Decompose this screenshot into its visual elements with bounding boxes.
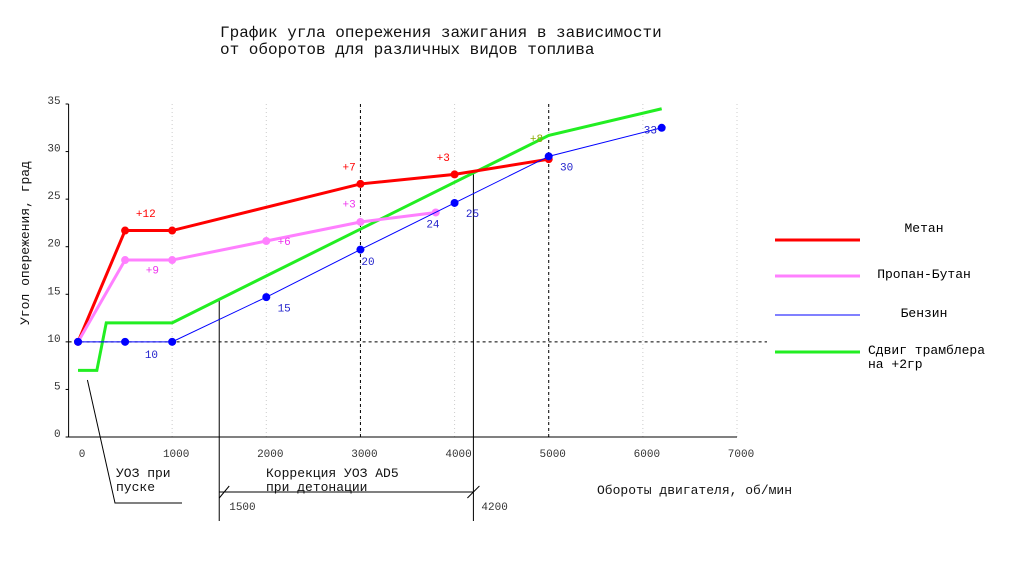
point xyxy=(544,152,553,161)
legend-label: Метан xyxy=(904,221,944,236)
annotation: +3 xyxy=(437,153,450,165)
point xyxy=(356,245,365,254)
point xyxy=(450,170,459,179)
leader-line xyxy=(86,379,182,504)
annotation: 24 xyxy=(426,220,440,232)
annotation: 10 xyxy=(145,350,158,362)
point xyxy=(168,256,177,265)
point xyxy=(657,123,666,132)
point xyxy=(450,198,459,207)
y-tick-label: 10 xyxy=(47,334,60,346)
x-tick-label: 5000 xyxy=(540,449,566,461)
correction-note: Коррекция УОЗ AD5 при детонации xyxy=(266,466,399,495)
x-tick-label: 6000 xyxy=(634,449,660,461)
series-line xyxy=(78,127,662,343)
annotation: +9 xyxy=(146,265,159,277)
point xyxy=(356,217,365,226)
annotation: 30 xyxy=(560,163,573,175)
annotation: +8 xyxy=(530,134,543,146)
x-tick-label: 7000 xyxy=(728,449,754,461)
x-tick-label: 2000 xyxy=(257,449,283,461)
y-axis-label: Угол опережения, град xyxy=(18,161,33,325)
y-tick-label: 5 xyxy=(54,381,61,393)
point xyxy=(168,337,177,346)
arrow-tick xyxy=(467,485,480,499)
y-tick-label: 15 xyxy=(47,286,60,298)
annotation: +3 xyxy=(343,200,356,212)
legend-label: Сдвиг трамблера на +2гр xyxy=(868,343,986,372)
point xyxy=(121,256,130,265)
arrow-tick xyxy=(218,485,230,499)
series-line xyxy=(78,107,663,372)
annotation: 33 xyxy=(644,125,657,137)
legend-label: Бензин xyxy=(900,306,948,321)
legend-label: Пропан-Бутан xyxy=(877,267,971,282)
annotation: +7 xyxy=(343,163,356,175)
annotation: +6 xyxy=(278,237,291,249)
annotation: 20 xyxy=(361,257,374,269)
annotation: 15 xyxy=(278,303,291,315)
point xyxy=(262,237,271,246)
point xyxy=(168,226,177,235)
point xyxy=(356,179,365,188)
series-line xyxy=(76,210,436,343)
annotation: 25 xyxy=(466,209,479,221)
x-tick-label: 0 xyxy=(79,449,86,461)
y-tick-label: 30 xyxy=(47,144,60,156)
y-tick-label: 25 xyxy=(47,191,60,203)
y-tick-label: 0 xyxy=(54,429,61,441)
point xyxy=(262,293,271,302)
x-axis-label: Обороты двигателя, об/мин xyxy=(597,483,793,498)
marker-label: 1500 xyxy=(229,502,255,514)
x-tick-label: 1000 xyxy=(163,449,189,461)
point xyxy=(74,337,83,346)
series-line xyxy=(76,157,549,343)
y-tick-label: 20 xyxy=(47,239,60,251)
annotation: +12 xyxy=(136,209,156,221)
y-tick-label: 35 xyxy=(47,96,60,108)
x-tick-label: 4000 xyxy=(445,449,471,461)
x-tick-label: 3000 xyxy=(351,449,377,461)
point xyxy=(121,337,130,346)
point xyxy=(121,226,130,235)
marker-label: 4200 xyxy=(481,502,507,514)
chart-title: График угла опережения зажигания в завис… xyxy=(220,24,662,59)
start-note: УОЗ при пуске xyxy=(116,466,171,495)
